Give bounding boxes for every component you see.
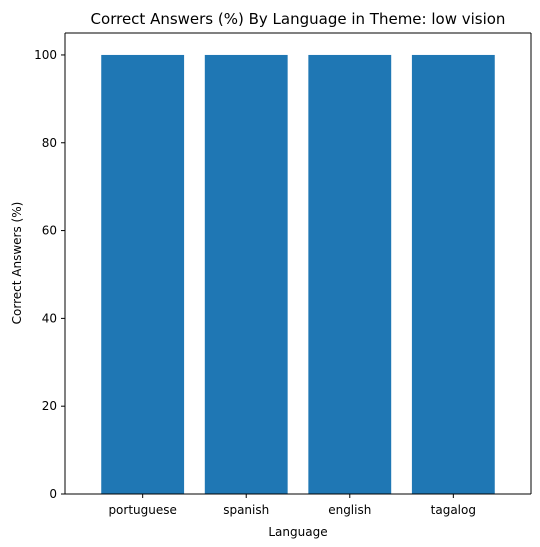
x-ticks-group: portuguese spanish english tagalog [108, 494, 476, 517]
bar-english [308, 54, 392, 494]
x-axis-label: Language [268, 525, 327, 539]
y-tick-label: 100 [34, 48, 57, 62]
y-tick-label: 0 [49, 487, 57, 501]
x-tick-label: english [328, 503, 371, 517]
bar-tagalog [411, 54, 495, 494]
y-tick-label: 80 [42, 136, 57, 150]
y-tick-label: 20 [42, 399, 57, 413]
y-tick-label: 60 [42, 224, 57, 238]
bars-group [101, 54, 495, 494]
x-tick-label: spanish [223, 503, 269, 517]
y-tick-label: 40 [42, 311, 57, 325]
y-axis-label: Correct Answers (%) [10, 202, 24, 325]
bar-spanish [204, 54, 288, 494]
bar-portuguese [101, 54, 185, 494]
x-tick-label: portuguese [108, 503, 176, 517]
x-tick-label: tagalog [431, 503, 476, 517]
y-ticks-group: 0 20 40 60 80 100 [34, 48, 65, 501]
chart-title: Correct Answers (%) By Language in Theme… [91, 10, 506, 28]
